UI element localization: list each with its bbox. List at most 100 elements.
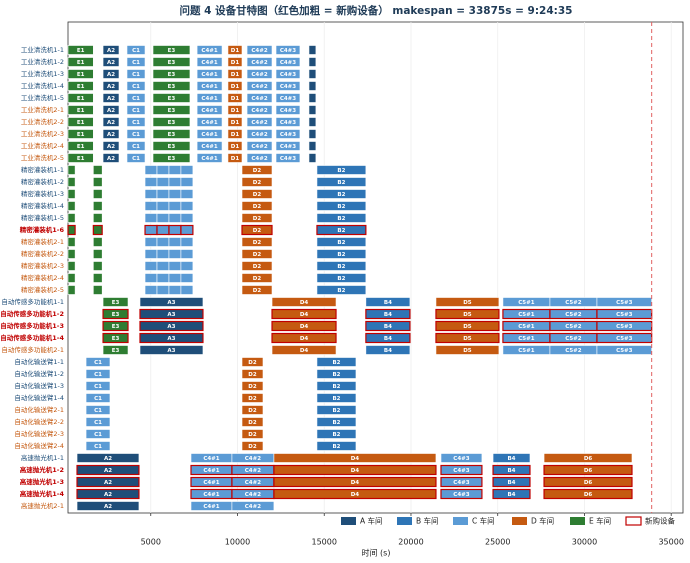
task-bar [102,57,120,67]
task-label: C4#3 [280,144,296,150]
task-label: D2 [253,276,262,282]
task-label: C4#2 [251,156,267,162]
task-bar [308,141,317,151]
task-bar [67,213,76,223]
task-label: D2 [248,384,257,390]
task-bar [168,237,182,247]
task-bar [316,201,367,211]
task-bar [156,249,170,259]
task-bar [67,45,94,55]
task-bar [435,332,500,344]
legend-swatch [512,517,527,525]
task-bar [126,141,146,151]
task-bar [180,165,194,175]
task-bar [156,261,170,271]
task-bar [126,153,146,163]
task-bar [93,237,103,247]
task-label: A2 [104,456,112,462]
task-bar [316,237,367,247]
task-bar [144,177,158,187]
task-label: C1 [132,132,140,138]
task-label: A3 [167,336,175,342]
task-label: E1 [77,60,85,66]
task-label: E3 [168,48,176,54]
task-bar [144,165,158,175]
task-bar [180,249,194,259]
row-label: 自动化输送臂1-1 [14,357,64,366]
row-label: 自动传感多功能机2-1 [1,345,64,354]
task-bar [246,153,273,163]
task-label: D4 [300,348,309,354]
task-bar [271,332,337,344]
task-label: C4#2 [245,468,261,474]
task-label: C1 [94,420,102,426]
task-bar [152,153,191,163]
task-label: D1 [231,156,240,162]
task-label: C5#2 [565,300,581,306]
task-label: D4 [351,480,360,486]
task-label: A2 [107,132,115,138]
task-bar [156,224,170,236]
chart-title: 问题 4 设备甘特图（红色加粗 = 新购设备） makespan = 33875… [180,4,573,17]
task-bar [316,357,357,367]
task-label: C5#2 [565,312,581,318]
task-label: C4#2 [245,456,261,462]
task-bar [93,273,103,283]
task-label: C4#1 [201,96,217,102]
task-bar [144,273,158,283]
task-bar [241,237,273,247]
legend-label: D 车间 [531,516,554,526]
task-label: C4#3 [280,72,296,78]
task-label: C4#1 [201,144,217,150]
task-label: D6 [584,480,593,486]
task-bar [271,345,337,355]
task-bar [308,93,317,103]
task-label: C1 [94,384,102,390]
task-label: A2 [107,60,115,66]
task-bar [152,117,191,127]
task-bar [241,417,264,427]
task-bar [144,201,158,211]
task-bar [67,93,94,103]
task-bar [241,429,264,439]
task-bar [180,237,194,247]
task-bar [365,297,411,307]
task-bar [144,237,158,247]
row-label: 工业清洗机2-4 [21,141,64,150]
task-label: C1 [94,444,102,450]
task-label: D2 [253,288,262,294]
task-label: A2 [107,96,115,102]
task-bar [93,165,103,175]
task-bar [144,285,158,295]
task-bar [227,105,243,115]
task-label: E3 [112,324,120,330]
task-bar [316,213,367,223]
task-bar [156,213,170,223]
task-bar [126,69,146,79]
task-label: D4 [300,312,309,318]
task-bar [76,476,140,488]
task-bar [316,165,367,175]
task-label: B2 [337,168,345,174]
task-bar [67,153,94,163]
task-bar [241,249,273,259]
task-bar [435,297,500,307]
task-bar [227,45,243,55]
task-label: D1 [231,108,240,114]
task-label: D2 [248,432,257,438]
task-label: C4#3 [280,156,296,162]
row-label: 精密灌装机2-3 [21,261,64,270]
x-tick-label: 15000 [312,538,337,547]
task-bar [102,332,129,344]
task-bar [102,105,120,115]
row-label: 工业清洗机2-5 [21,153,64,162]
task-label: E1 [77,48,85,54]
task-bar [271,308,337,320]
task-label: C4#1 [203,456,219,462]
task-bar [76,453,140,463]
row-label: 自动传感多功能机1-1 [1,297,64,306]
task-label: D1 [231,144,240,150]
task-label: B2 [332,384,340,390]
task-bar [271,320,337,332]
task-label: E3 [168,156,176,162]
